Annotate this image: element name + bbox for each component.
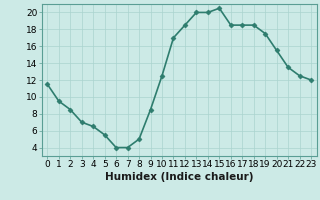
X-axis label: Humidex (Indice chaleur): Humidex (Indice chaleur) <box>105 172 253 182</box>
